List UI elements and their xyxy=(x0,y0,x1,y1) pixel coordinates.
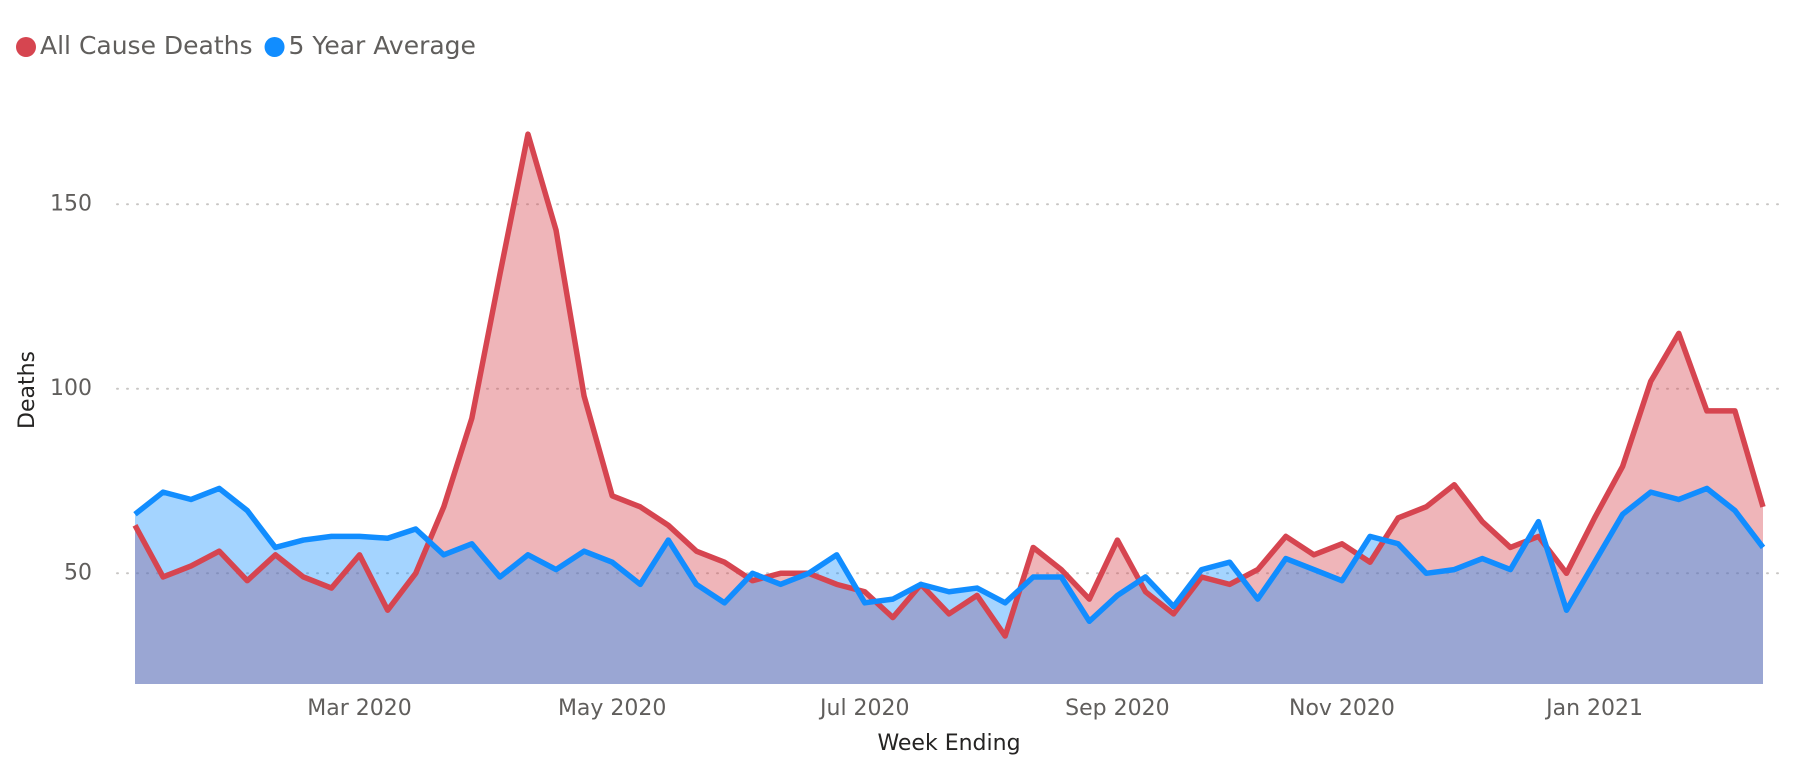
legend-label: All Cause Deaths xyxy=(40,31,253,60)
y-tick-label: 50 xyxy=(64,560,92,585)
legend-label: 5 Year Average xyxy=(289,31,476,60)
x-tick-label: Nov 2020 xyxy=(1289,696,1395,721)
x-tick-label: Sep 2020 xyxy=(1065,696,1169,721)
x-tick-label: Jul 2020 xyxy=(818,696,910,721)
line xyxy=(133,485,1766,625)
x-axis-title: Week Ending xyxy=(877,731,1020,756)
legend-marker xyxy=(264,37,285,57)
area xyxy=(135,488,1763,684)
y-tick-label: 100 xyxy=(50,376,92,401)
x-tick-label: Jan 2021 xyxy=(1544,696,1643,721)
x-tick-label: May 2020 xyxy=(558,696,666,721)
y-axis-title: Deaths xyxy=(15,351,40,429)
area xyxy=(135,134,1763,684)
x-tick-label: Mar 2020 xyxy=(307,696,412,721)
legend-marker xyxy=(16,37,36,57)
line xyxy=(132,131,1766,639)
y-tick-label: 150 xyxy=(50,191,92,216)
